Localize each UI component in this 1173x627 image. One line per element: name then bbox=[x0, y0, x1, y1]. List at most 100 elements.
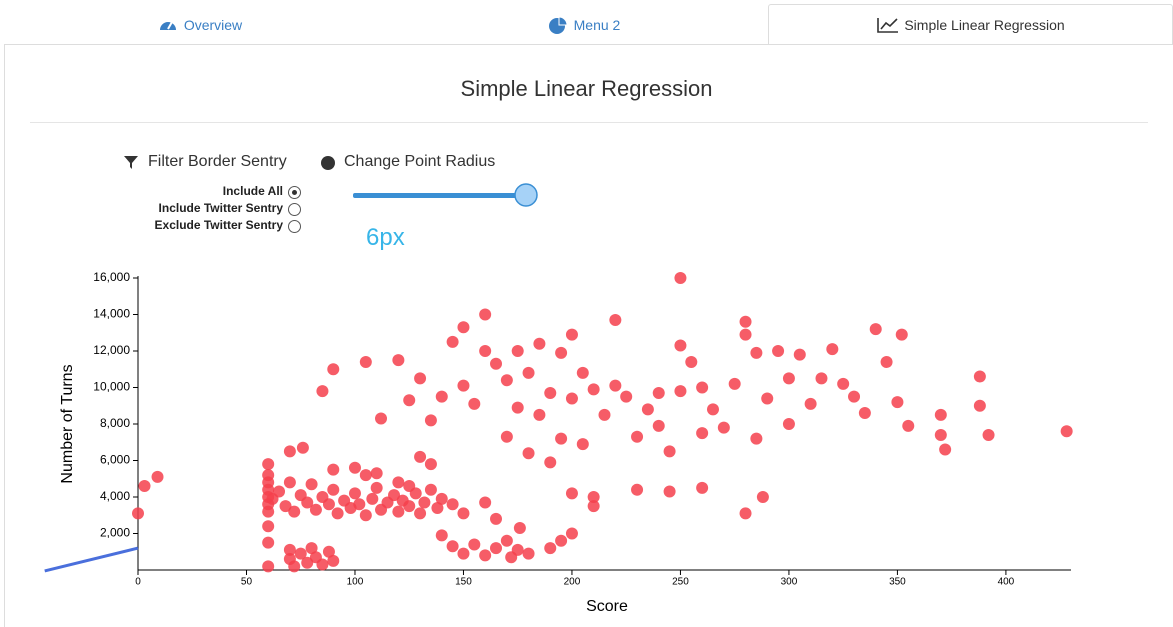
point bbox=[375, 412, 388, 425]
point bbox=[283, 476, 296, 489]
point bbox=[804, 397, 817, 410]
x-tick-label: 100 bbox=[347, 577, 364, 588]
tab[interactable]: Menu 2 bbox=[384, 4, 784, 45]
tab[interactable]: Overview bbox=[0, 4, 400, 45]
radio-label[interactable]: Include Twitter Sentry bbox=[158, 201, 283, 215]
point bbox=[706, 403, 719, 416]
point bbox=[511, 345, 524, 357]
point bbox=[305, 542, 318, 555]
point bbox=[418, 496, 431, 509]
point bbox=[696, 427, 709, 440]
point bbox=[717, 421, 730, 434]
point bbox=[934, 408, 947, 421]
point bbox=[294, 547, 307, 560]
point bbox=[674, 385, 687, 398]
point bbox=[301, 556, 314, 569]
x-tick-label: 50 bbox=[241, 577, 253, 588]
point bbox=[392, 354, 405, 367]
tab-bar: Overview Menu 2 Simple Linear Regression bbox=[0, 0, 1173, 45]
point bbox=[576, 438, 589, 451]
point bbox=[739, 315, 752, 328]
point bbox=[316, 558, 329, 571]
point bbox=[555, 534, 568, 547]
point bbox=[739, 328, 752, 341]
point bbox=[414, 507, 427, 520]
tab[interactable]: Simple Linear Regression bbox=[768, 4, 1173, 45]
point bbox=[424, 483, 437, 496]
point bbox=[500, 374, 513, 387]
tab-label: Simple Linear Regression bbox=[904, 17, 1065, 33]
point bbox=[446, 540, 459, 553]
point bbox=[696, 481, 709, 494]
radius-icon bbox=[321, 156, 335, 170]
point bbox=[565, 392, 578, 405]
y-tick-label: 12,000 bbox=[93, 343, 130, 357]
point bbox=[973, 399, 986, 412]
point bbox=[327, 463, 340, 476]
point bbox=[262, 505, 275, 518]
radio-label[interactable]: Include All bbox=[222, 184, 283, 198]
point bbox=[327, 554, 340, 567]
point bbox=[370, 481, 383, 494]
radio[interactable] bbox=[288, 203, 301, 216]
radio[interactable] bbox=[288, 220, 301, 233]
point bbox=[696, 381, 709, 394]
point bbox=[826, 343, 839, 356]
radio-label[interactable]: Exclude Twitter Sentry bbox=[154, 218, 283, 232]
point bbox=[301, 496, 314, 509]
point bbox=[431, 501, 444, 514]
point bbox=[309, 503, 322, 516]
point bbox=[479, 308, 492, 321]
point bbox=[739, 507, 752, 520]
x-tick-label: 200 bbox=[564, 577, 581, 588]
point bbox=[565, 527, 578, 540]
page-title: Simple Linear Regression bbox=[460, 76, 713, 101]
point bbox=[138, 480, 151, 493]
point bbox=[457, 507, 470, 520]
point bbox=[457, 547, 470, 560]
point bbox=[858, 407, 871, 420]
point bbox=[288, 505, 301, 518]
x-axis-title: Score bbox=[586, 598, 628, 615]
point bbox=[609, 379, 622, 392]
point bbox=[848, 390, 861, 403]
point bbox=[500, 534, 513, 547]
point bbox=[279, 500, 292, 513]
point bbox=[403, 480, 416, 493]
point bbox=[353, 498, 366, 511]
slider[interactable] bbox=[350, 182, 544, 210]
point bbox=[446, 335, 459, 348]
point bbox=[565, 328, 578, 341]
point bbox=[288, 560, 301, 573]
point bbox=[468, 538, 481, 551]
point bbox=[283, 445, 296, 458]
point bbox=[1060, 425, 1073, 438]
point bbox=[322, 498, 335, 511]
point bbox=[511, 543, 524, 556]
radio[interactable] bbox=[288, 186, 301, 199]
point bbox=[674, 339, 687, 352]
icon bbox=[548, 15, 568, 34]
point bbox=[322, 545, 335, 558]
point bbox=[392, 476, 405, 489]
point bbox=[782, 372, 795, 385]
point bbox=[435, 529, 448, 542]
point bbox=[522, 547, 535, 560]
point bbox=[533, 408, 546, 421]
point bbox=[609, 313, 622, 326]
point bbox=[283, 543, 296, 556]
point bbox=[366, 492, 379, 505]
y-tick-label: 8,000 bbox=[100, 416, 130, 430]
icon bbox=[159, 21, 176, 30]
point bbox=[132, 507, 144, 520]
point bbox=[151, 470, 164, 483]
point bbox=[359, 469, 372, 482]
point bbox=[674, 272, 687, 284]
point bbox=[880, 355, 893, 368]
point bbox=[388, 489, 401, 502]
point bbox=[587, 491, 600, 503]
y-tick-label: 16,000 bbox=[93, 270, 130, 284]
point bbox=[511, 401, 524, 414]
